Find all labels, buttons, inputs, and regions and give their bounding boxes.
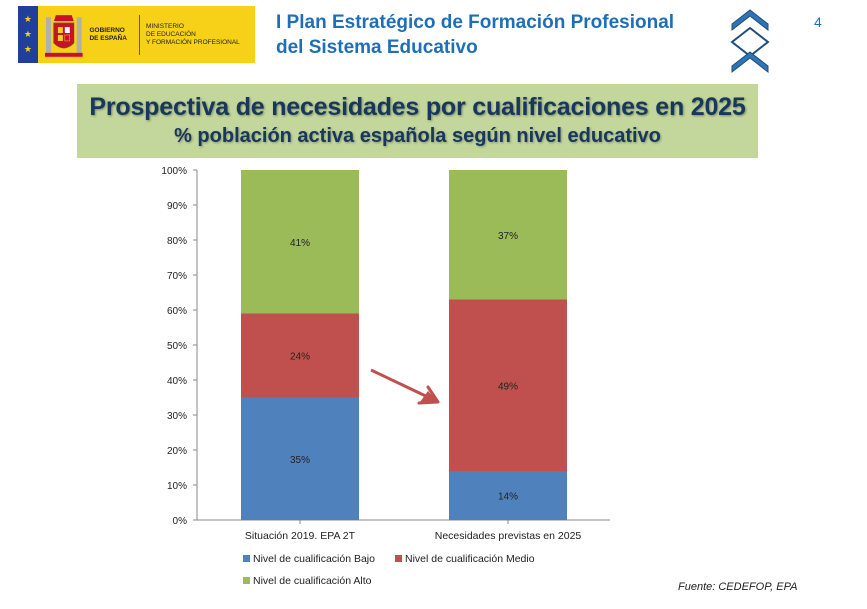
data-label: 35% <box>290 455 310 466</box>
title-banner: Prospectiva de necesidades por cualifica… <box>77 84 758 158</box>
bar-segment <box>449 170 567 300</box>
bar-segment <box>449 471 567 520</box>
y-tick-label: 100% <box>161 166 187 177</box>
legend-label: Nivel de cualificación Medio <box>405 553 535 565</box>
bar-segment <box>241 313 359 398</box>
header-title-line2: del Sistema Educativo <box>276 37 478 58</box>
trend-arrow-shaft <box>370 368 433 401</box>
bar-segment <box>241 397 359 520</box>
y-tick-label: 80% <box>167 236 187 247</box>
y-tick-label: 90% <box>167 201 187 212</box>
coat-of-arms-icon <box>44 14 83 57</box>
legend-swatch <box>243 555 250 562</box>
y-tick-label: 70% <box>167 271 187 282</box>
ministerio-text: MINISTERIO DE EDUCACIÓN Y FORMACIÓN PROF… <box>146 22 240 46</box>
y-tick-label: 10% <box>167 481 187 492</box>
header-title: I Plan Estratégico de Formación Profesio… <box>276 10 674 60</box>
y-tick-label: 0% <box>173 516 188 527</box>
eu-stars-icon: ★ ★ ★ <box>18 6 38 63</box>
data-label: 41% <box>290 238 310 249</box>
data-label: 24% <box>290 352 310 363</box>
y-tick-label: 30% <box>167 411 187 422</box>
y-tick-label: 20% <box>167 446 187 457</box>
gobierno-text: GOBIERNO DE ESPAÑA <box>89 26 127 42</box>
header-title-line1: I Plan Estratégico de Formación Profesio… <box>276 12 675 33</box>
data-label: 49% <box>498 381 518 392</box>
trend-arrow-head-outline <box>417 385 440 405</box>
government-logo: ★ ★ ★ GOBIERNO DE ESPAÑA MINISTERIO DE EDU… <box>18 6 255 63</box>
legend-swatch <box>395 555 402 562</box>
y-tick-label: 50% <box>167 341 187 352</box>
chevron-nav-icon[interactable] <box>727 4 773 76</box>
banner-title: Prospectiva de necesidades por cualifica… <box>89 93 746 121</box>
trend-arrow-head <box>420 391 438 402</box>
data-label: 37% <box>498 231 518 242</box>
y-tick-label: 60% <box>167 306 187 317</box>
data-label: 14% <box>498 492 518 503</box>
legend-label: Nivel de cualificación Bajo <box>253 553 375 565</box>
page-number: 4 <box>814 14 822 30</box>
banner-subtitle: % población activa española según nivel … <box>174 125 661 147</box>
bar-segment <box>241 170 359 314</box>
x-tick-label: Situación 2019. EPA 2T <box>245 530 356 542</box>
logo-divider <box>139 14 140 55</box>
source-note: Fuente: CEDEFOP, EPA <box>678 581 798 593</box>
legend-swatch <box>243 577 250 584</box>
y-tick-label: 40% <box>167 376 187 387</box>
x-tick-label: Necesidades previstas en 2025 <box>435 530 582 542</box>
legend-label: Nivel de cualificación Alto <box>253 575 372 587</box>
bar-segment <box>449 299 567 471</box>
